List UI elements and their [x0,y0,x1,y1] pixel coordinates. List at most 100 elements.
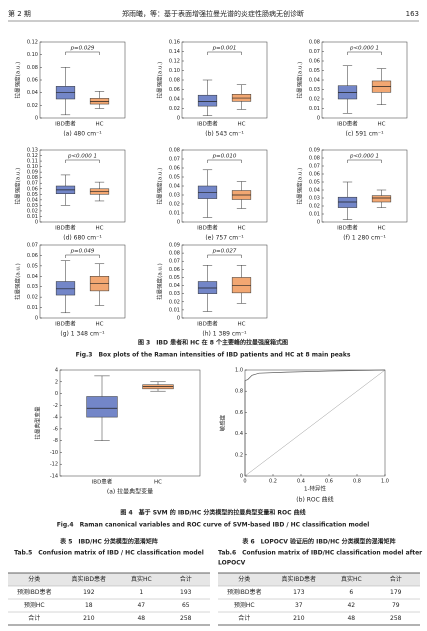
y-tick-label: 0.4 [235,431,243,437]
y-tick-label: 0.09 [309,148,320,154]
y-axis-label: 拉曼强度(a.u.) [14,263,22,300]
table-cell: 6 [349,589,353,596]
p-value: p<0.000 1 [349,154,379,160]
plot-frame [321,149,408,223]
y-tick-label: 0 [35,116,38,122]
p-value: p=0.001 [212,46,237,52]
y-tick-label: 0.06 [309,172,320,178]
box [371,195,392,203]
y-tick-label: 0.10 [169,68,180,74]
table-header-bg [8,573,210,586]
table-cell: 210 [83,615,95,622]
y-tick-label: 0.08 [169,251,180,257]
p-value: p=0.029 [70,46,95,52]
y-tick-label: -4 [53,415,58,421]
x-tick-label: 0.8 [353,479,361,485]
y-tick-label: 0.02 [27,295,38,301]
y-tick-label: 0.08 [309,156,320,162]
y-tick-label: 0.07 [169,157,180,163]
p-value: p<0.000 1 [67,154,97,160]
table-cell: 合计 [28,614,40,622]
x-tick-label: IBD患者 [197,224,218,232]
table-header-cell: 合计 [390,575,402,583]
x-tick-label: IBD患者 [55,224,76,232]
x-axis-label: 1-特异性 [304,485,326,493]
y-tick-label: -12 [50,462,58,468]
table-header-cell: 分类 [28,575,40,583]
header-title: 郑雨曦，等：基于表面增强拉曼光谱的炎症性肠病无创诊断 [122,9,304,18]
significance-bracket [207,51,242,55]
y-tick-label: 0.01 [169,307,180,313]
box [231,277,252,294]
y-tick-label: 0.03 [169,193,180,199]
x-tick-label: HC [154,480,162,486]
y-tick-label: 0.05 [169,275,180,281]
panel-caption: (c) 591 cm⁻¹ [346,131,385,138]
table-cell: 42 [347,602,355,609]
x-tick-label: 0 [243,479,246,485]
y-tick-label: 0 [35,220,38,226]
table-cell: 18 [85,602,93,609]
table-title: 表 5 IBD/HC 分类模型的混淆矩阵 [59,538,158,546]
y-axis-label: 拉曼典型变量 [34,406,42,440]
table-cell: 47 [137,602,145,609]
y-tick-label: 0.14 [169,49,180,55]
y-axis-label: 拉曼强度(a.u.) [14,62,22,99]
x-tick-label: IBD患者 [92,478,113,486]
p-value: p<0.000 1 [349,46,379,52]
table-title: Tab.6 Confusion matrix of IBD/HC classif… [218,550,422,557]
significance-bracket [65,254,100,258]
x-tick-label: HC [96,122,104,128]
table-cell: 48 [137,615,145,622]
plot-frame [59,369,201,477]
y-tick-label: 0.01 [309,106,320,112]
y-tick-label: 0 [317,220,320,226]
y-tick-label: 0.08 [27,65,38,71]
plot-frame [321,41,408,119]
y-tick-label: 0.04 [309,78,320,84]
y-tick-label: -8 [53,438,58,444]
x-tick-label: HC [378,122,386,128]
table-cell: 预测HC [234,601,255,609]
y-axis-label: 拉曼强度(a.u.) [296,62,304,99]
x-tick-label: HC [96,322,104,328]
y-tick-label: 0.09 [169,243,180,249]
y-tick-label: 0.06 [309,59,320,65]
table-cell: 173 [293,589,305,596]
significance-bracket [207,159,242,163]
y-tick-label: 0.07 [309,49,320,55]
panel-caption: (f) 1 280 cm⁻¹ [343,235,386,242]
y-tick-label: 0.06 [27,253,38,259]
y-tick-label: 0 [35,316,38,322]
table-title: Tab.5 Confusion matrix of IBD / HC class… [14,550,204,557]
y-tick-label: 0.06 [169,166,180,172]
y-tick-label: 0.06 [169,267,180,273]
y-tick-label: 0.03 [309,196,320,202]
y-tick-label: 0.01 [309,212,320,218]
y-tick-label: 0.07 [27,181,38,187]
table-header-cell: 真实HC [341,575,362,583]
y-tick-label: 0.10 [27,52,38,58]
y-tick-label: 0.04 [27,90,38,96]
y-tick-label: 0.07 [27,243,38,249]
y-tick-label: 1.0 [235,368,243,374]
y-tick-label: 0.04 [169,283,180,289]
y-axis-label: 敏感度 [219,414,227,431]
table-title: LOPOCV [218,560,246,567]
y-tick-label: 0.10 [27,164,38,170]
box [197,94,218,107]
table-header-cell: 合计 [180,575,192,583]
y-tick-label: -6 [53,426,58,432]
y-tick-label: 0.02 [169,299,180,305]
table-cell: 210 [293,615,305,622]
table-cell: 预测IBD患者 [17,588,52,596]
significance-bracket [347,159,382,163]
panel-caption: (h) 1 389 cm⁻¹ [202,331,247,338]
panel-caption: (g) 1 348 cm⁻¹ [60,331,105,338]
table-cell: 合计 [238,614,250,622]
y-tick-label: 0.03 [169,291,180,297]
y-tick-label: 2 [55,379,58,385]
header-left: 第 2 期 [8,9,31,18]
y-tick-label: 0.04 [27,274,38,280]
